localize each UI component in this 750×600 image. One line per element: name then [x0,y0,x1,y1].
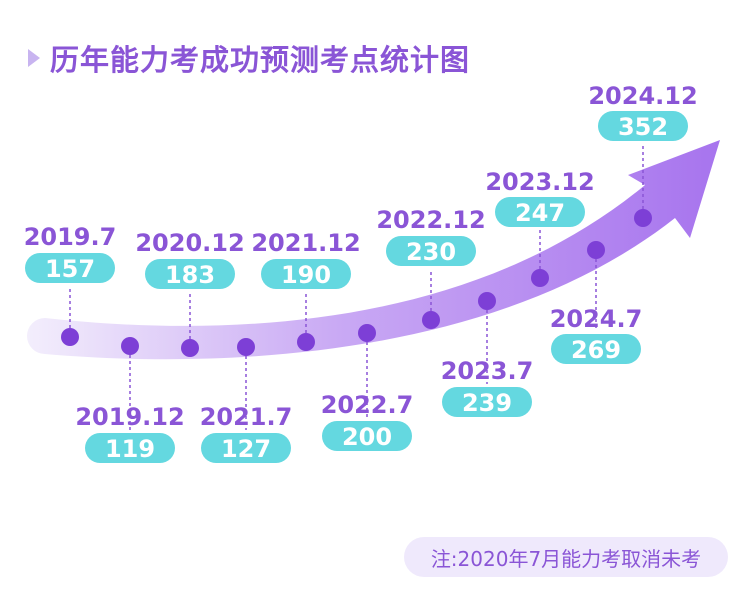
period-label: 2022.7 [321,391,414,419]
value-pill [85,433,175,463]
value-pill [261,259,351,289]
data-point [531,269,549,287]
period-label: 2023.7 [441,357,534,385]
period-label: 2022.12 [376,206,485,234]
play-triangle-icon [28,49,40,67]
value-pill [386,236,476,266]
data-point [237,338,255,356]
period-label: 2023.12 [485,168,594,196]
value-label: 200 [342,423,392,451]
period-label: 2019.7 [24,223,117,251]
value-label: 230 [406,238,456,266]
data-point [478,292,496,310]
value-label: 183 [165,261,215,289]
value-pill [442,387,532,417]
value-label: 269 [571,336,621,364]
value-pill [598,111,688,141]
data-point [587,241,605,259]
value-label: 119 [105,435,155,463]
data-point [634,209,652,227]
value-pill [145,259,235,289]
growth-arrow-body [27,140,720,360]
value-pill [551,334,641,364]
data-point [358,324,376,342]
data-point [297,333,315,351]
value-label: 239 [462,389,512,417]
period-label: 2021.7 [200,403,293,431]
value-pill [495,197,585,227]
period-label: 2020.12 [135,229,244,257]
period-label: 2019.12 [75,403,184,431]
value-label: 247 [515,199,565,227]
value-pill [322,421,412,451]
value-label: 157 [45,255,95,283]
period-label: 2024.12 [588,82,697,110]
value-label: 352 [618,113,668,141]
period-label: 2024.7 [550,305,643,333]
value-pill [201,433,291,463]
data-point [422,311,440,329]
note-pill: 注:2020年7月能力考取消未考 [404,537,728,577]
data-point [121,337,139,355]
note-text: 注:2020年7月能力考取消未考 [430,546,702,571]
data-point [61,328,79,346]
chart-title: 历年能力考成功预测考点统计图 [28,38,470,78]
period-label: 2021.12 [251,229,360,257]
value-label: 190 [281,261,331,289]
title-text: 历年能力考成功预测考点统计图 [50,43,471,77]
value-pill [25,253,115,283]
value-label: 127 [221,435,271,463]
data-point [181,339,199,357]
